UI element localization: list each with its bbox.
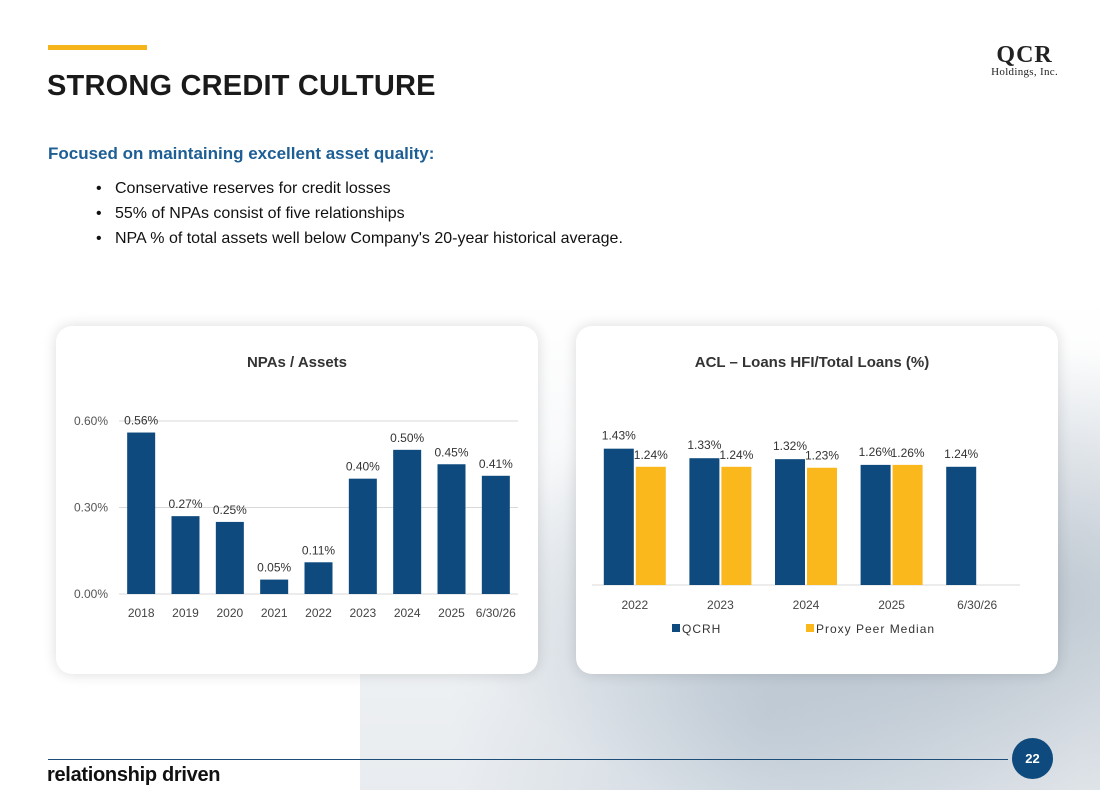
bar-peer-2025: [892, 464, 923, 585]
x-tick-label: 6/30/26: [957, 598, 997, 612]
x-tick-label: 2018: [128, 606, 155, 620]
logo-main-text: QCR: [996, 42, 1053, 68]
data-label: 0.41%: [479, 457, 513, 471]
x-tick-label: 2020: [216, 606, 243, 620]
data-label: 1.24%: [719, 448, 753, 462]
bar-2024: [393, 449, 422, 594]
acl-chart-card: ACL – Loans HFI/Total Loans (%) 1.43% 1.24…: [576, 326, 1058, 674]
data-label: 1.43%: [602, 429, 636, 443]
bar-2021: [260, 579, 289, 594]
data-label: 0.25%: [213, 503, 247, 517]
bar-6/30/26: [481, 475, 510, 594]
x-tick-label: 2023: [707, 598, 734, 612]
data-label: 1.33%: [687, 438, 721, 452]
bullet-text: 55% of NPAs consist of five relationship…: [115, 205, 405, 222]
x-tick-label: 2025: [438, 606, 465, 620]
bullet-dot: •: [96, 230, 102, 247]
x-tick-label: 2025: [878, 598, 905, 612]
bullet-text: Conservative reserves for credit losses: [115, 180, 391, 197]
bar-2018: [127, 432, 156, 594]
bar-2025: [437, 464, 466, 594]
x-tick-label: 2022: [621, 598, 648, 612]
bar-2022: [304, 562, 333, 594]
data-label: 0.05%: [257, 561, 291, 575]
legend-swatch: [806, 624, 814, 632]
bar-2019: [171, 516, 200, 594]
legend-label: QCRH: [682, 622, 721, 636]
data-label: 1.26%: [891, 446, 925, 460]
page-number: 22: [1025, 751, 1040, 766]
npa-chart-card: NPAs / Assets 0.00% 0.30% 0.60% 0.56% 2018 0.2…: [56, 326, 538, 674]
bullet-text: NPA % of total assets well below Company…: [115, 230, 623, 247]
bullet-item: • Conservative reserves for credit losses: [96, 176, 623, 201]
data-label: 0.40%: [346, 460, 380, 474]
data-label: 0.56%: [124, 414, 158, 428]
y-tick-label: 0.30%: [74, 501, 108, 515]
bar-2020: [215, 521, 244, 594]
data-label: 0.11%: [302, 543, 335, 557]
bullet-dot: •: [96, 205, 102, 222]
chart-title: NPAs / Assets: [247, 354, 347, 371]
data-label: 1.23%: [805, 449, 839, 463]
bullet-list: • Conservative reserves for credit losses…: [96, 176, 623, 251]
bullet-dot: •: [96, 180, 102, 197]
chart-title: ACL – Loans HFI/Total Loans (%): [695, 354, 929, 371]
page-number-badge: 22: [1012, 738, 1053, 779]
section-subtitle: Focused on maintaining excellent asset q…: [48, 144, 435, 163]
bar-peer-2023: [721, 466, 752, 585]
logo-sub-text: Holdings, Inc.: [991, 66, 1058, 78]
bar-qcrh-2024: [775, 459, 805, 585]
bar-qcrh-6/30/26: [946, 466, 977, 585]
bullet-item: • 55% of NPAs consist of five relationshi…: [96, 201, 623, 226]
data-label: 0.27%: [168, 497, 202, 511]
x-tick-label: 6/30/26: [476, 606, 516, 620]
company-logo: QCR Holdings, Inc.: [991, 42, 1058, 79]
data-label: 1.24%: [634, 448, 668, 462]
x-tick-label: 2024: [394, 606, 421, 620]
y-tick-label: 0.00%: [74, 587, 108, 601]
bar-peer-2024: [807, 467, 837, 585]
x-tick-label: 2023: [349, 606, 376, 620]
data-label: 1.26%: [859, 445, 893, 459]
y-tick-label: 0.60%: [74, 414, 108, 428]
page-title: STRONG CREDIT CULTURE: [47, 70, 436, 102]
bar-2023: [348, 478, 377, 594]
bullet-item: • NPA % of total assets well below Compan…: [96, 226, 623, 251]
x-tick-label: 2024: [793, 598, 820, 612]
bar-qcrh-2023: [689, 458, 720, 585]
title-accent-bar: [48, 45, 147, 50]
legend-label: Proxy Peer Median: [816, 622, 935, 636]
x-tick-label: 2022: [305, 606, 332, 620]
data-label: 1.24%: [944, 447, 978, 461]
data-label: 1.32%: [773, 439, 807, 453]
bar-peer-2022: [635, 466, 666, 585]
x-tick-label: 2019: [172, 606, 199, 620]
bar-qcrh-2022: [603, 448, 634, 585]
data-label: 0.45%: [434, 445, 468, 459]
bar-qcrh-2025: [860, 464, 891, 585]
footer-divider: [48, 759, 1008, 760]
legend-swatch: [672, 624, 680, 632]
acl-loans-chart: ACL – Loans HFI/Total Loans (%) 1.43% 1.24…: [592, 354, 1020, 636]
x-tick-label: 2021: [261, 606, 288, 620]
data-label: 0.50%: [390, 431, 424, 445]
npa-assets-chart: NPAs / Assets 0.00% 0.30% 0.60% 0.56% 2018 0.2…: [74, 354, 518, 620]
footer-tagline: relationship driven: [47, 764, 221, 786]
